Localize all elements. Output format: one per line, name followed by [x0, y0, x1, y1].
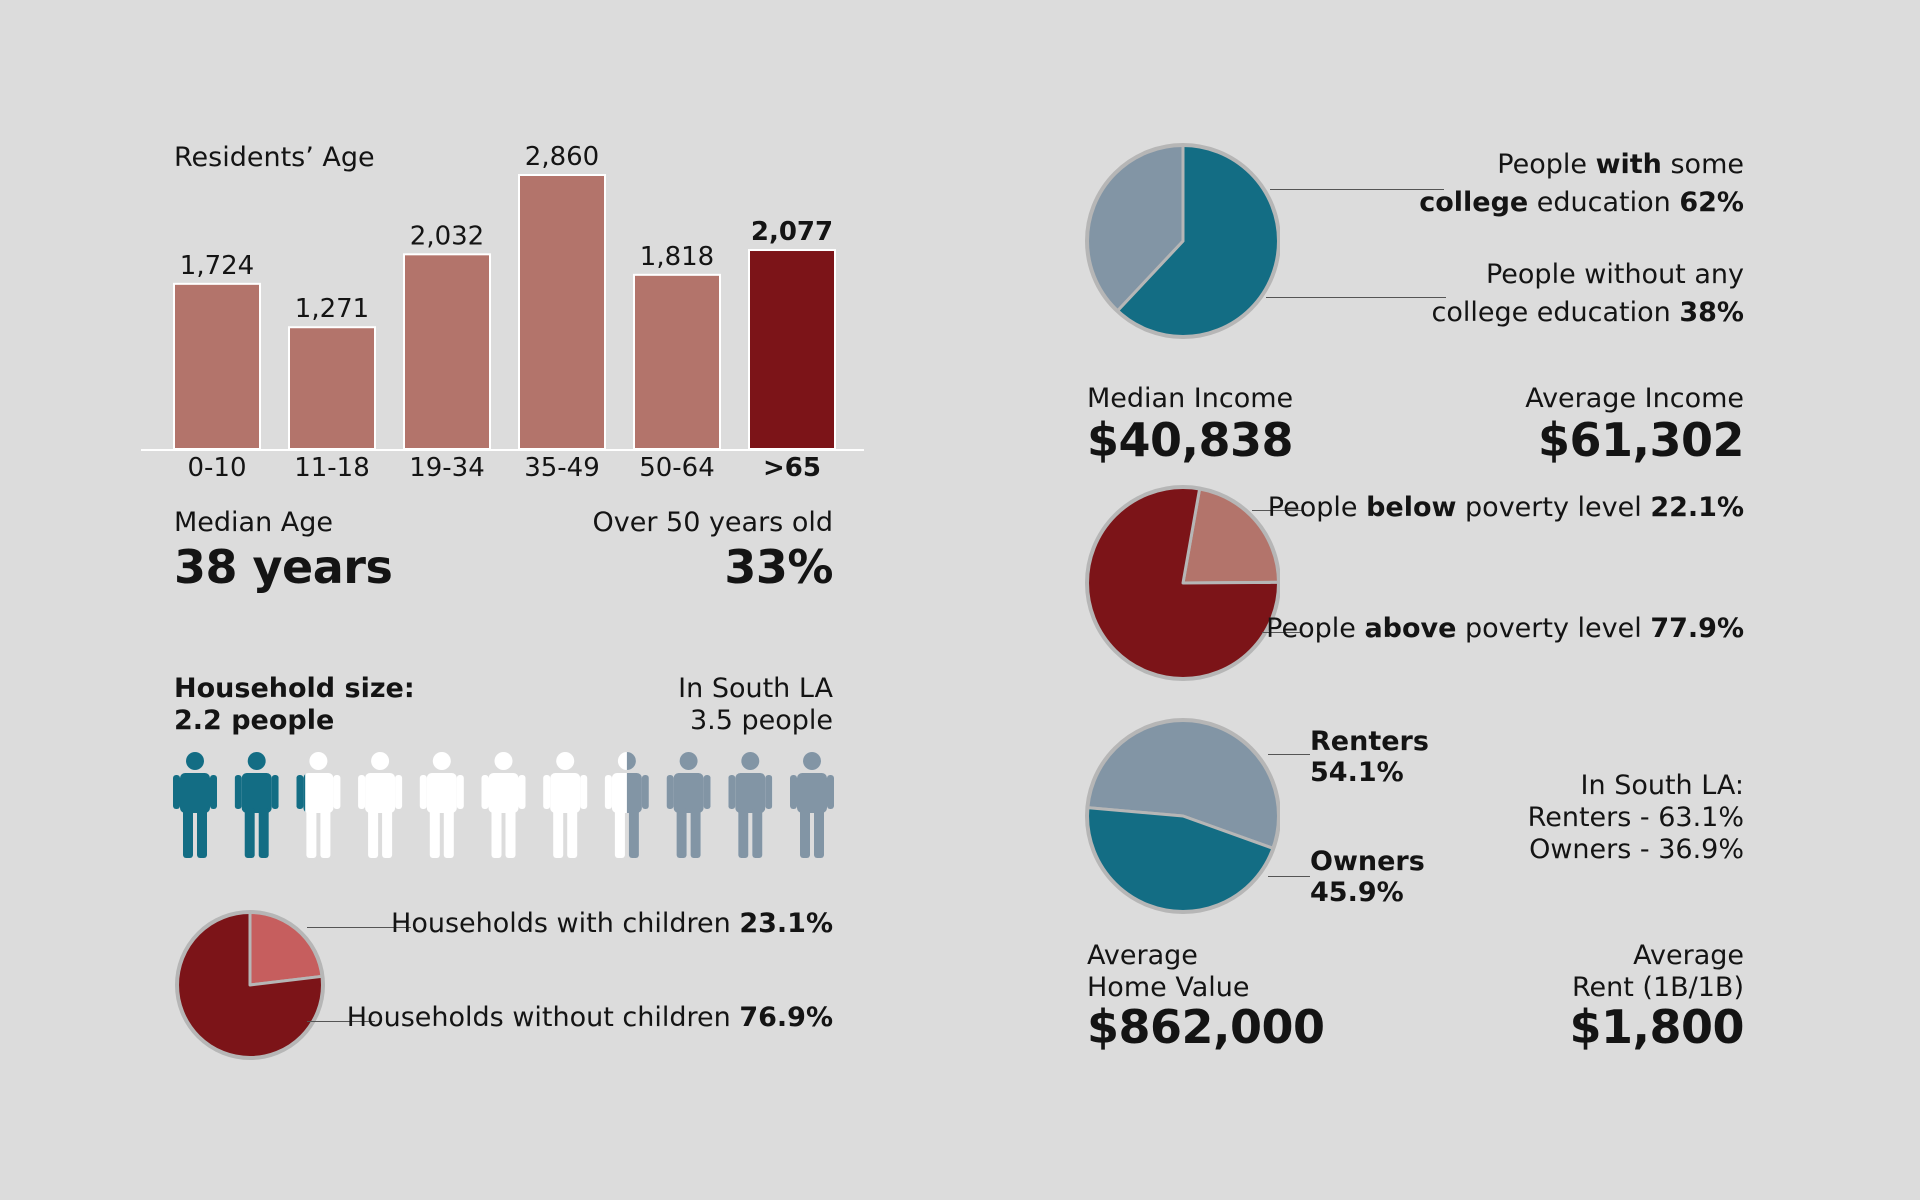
chart-title: Residents’ Age	[174, 142, 375, 173]
home-value: $862,000	[1087, 1000, 1325, 1054]
owners-label: Owners	[1310, 846, 1425, 877]
college-without-label-line1: People without any	[1485, 259, 1744, 290]
leader-line	[1270, 189, 1444, 190]
tenure-outline	[1085, 718, 1280, 914]
person-icon	[728, 752, 773, 858]
home-value-label-line1: Average	[1087, 940, 1198, 971]
median-age-label: Median Age	[174, 507, 334, 538]
bar-11-18	[288, 326, 376, 451]
average-income-value: $61,302	[1537, 413, 1745, 467]
college-without-label-line2: college education 38%	[1431, 297, 1744, 328]
leader-line	[1268, 754, 1310, 755]
category-tick-label: 50-64	[639, 453, 715, 483]
bar-0-10	[173, 282, 261, 450]
college-with-label-line2: college education 62%	[1419, 187, 1744, 218]
home-value-label-line2: Home Value	[1087, 972, 1250, 1003]
median-age-value: 38 years	[174, 540, 393, 594]
leader-line	[1262, 632, 1300, 633]
residents-age-bar-chart: Residents’ Age 1,724 0-10 1,271 11-18 2,032 19…	[141, 142, 864, 483]
poverty-outline	[1085, 485, 1280, 681]
median-income-value: $40,838	[1087, 413, 1294, 467]
person-icon	[419, 752, 464, 858]
bar-value-label: 2,032	[410, 221, 484, 251]
person-icon	[790, 752, 834, 858]
bar-19-34	[403, 253, 491, 450]
south-la-tenure-title: In South LA:	[1580, 770, 1744, 801]
leader-line	[1268, 876, 1310, 877]
category-tick-label: 11-18	[294, 453, 370, 483]
household-size-label: Household size:	[174, 673, 415, 704]
leader-line	[1252, 510, 1304, 511]
renters-label: Renters	[1310, 726, 1429, 757]
median-income-label: Median Income	[1087, 383, 1294, 414]
over-50-value: 33%	[724, 540, 833, 594]
college-outline	[1085, 143, 1280, 339]
bar->65	[748, 249, 836, 450]
college-education-pie	[1085, 143, 1280, 339]
leader-line	[1266, 297, 1446, 298]
south-la-renters: Renters - 63.1%	[1527, 802, 1744, 833]
south-la-household-value: 3.5 people	[689, 705, 833, 736]
person-icon	[543, 752, 588, 858]
renters-percent: 54.1%	[1310, 757, 1404, 788]
households-children-pie	[175, 910, 325, 1060]
category-tick-label: 0-10	[187, 453, 246, 483]
poverty-level-pie	[1085, 485, 1280, 681]
bar-50-64	[633, 273, 721, 450]
rent-label-line1: Average	[1633, 940, 1744, 971]
children-outline	[175, 910, 325, 1060]
owners-percent: 45.9%	[1310, 877, 1404, 908]
person-icon	[481, 752, 526, 858]
person-icon	[234, 752, 279, 858]
bar-value-label: 1,271	[295, 294, 369, 324]
households-without-children-label: Households without children 76.9%	[346, 1002, 833, 1033]
category-tick-label: 19-34	[409, 453, 485, 483]
bar-35-49	[518, 174, 606, 450]
bar-value-label: 1,724	[180, 251, 254, 281]
person-icon	[296, 752, 341, 858]
college-with-label-line1: People with some	[1497, 149, 1744, 180]
category-tick-label: >65	[763, 453, 821, 483]
south-la-owners: Owners - 36.9%	[1529, 834, 1744, 865]
person-icon	[173, 752, 217, 858]
rent-value: $1,800	[1569, 1000, 1744, 1054]
average-income-label: Average Income	[1525, 383, 1744, 414]
above-poverty-label: People above poverty level 77.9%	[1266, 613, 1744, 644]
household-size-value: 2.2 people	[174, 705, 335, 736]
person-icon	[666, 752, 711, 858]
over-50-label: Over 50 years old	[592, 507, 833, 538]
rent-label-line2: Rent (1B/1B)	[1571, 972, 1744, 1003]
bar-value-label: 2,860	[525, 142, 599, 172]
category-tick-label: 35-49	[524, 453, 600, 483]
households-with-children-label: Households with children 23.1%	[391, 908, 833, 939]
bar-value-label: 1,818	[640, 242, 714, 272]
person-icon	[358, 752, 403, 858]
leader-line	[307, 927, 411, 928]
renters-owners-pie	[1085, 718, 1280, 914]
south-la-household-label: In South LA	[678, 673, 833, 704]
leader-line	[307, 1021, 375, 1022]
bar-value-label: 2,077	[751, 217, 833, 247]
household-people-pictogram	[173, 752, 834, 858]
person-icon	[604, 752, 649, 858]
below-poverty-label: People below poverty level 22.1%	[1267, 492, 1744, 523]
